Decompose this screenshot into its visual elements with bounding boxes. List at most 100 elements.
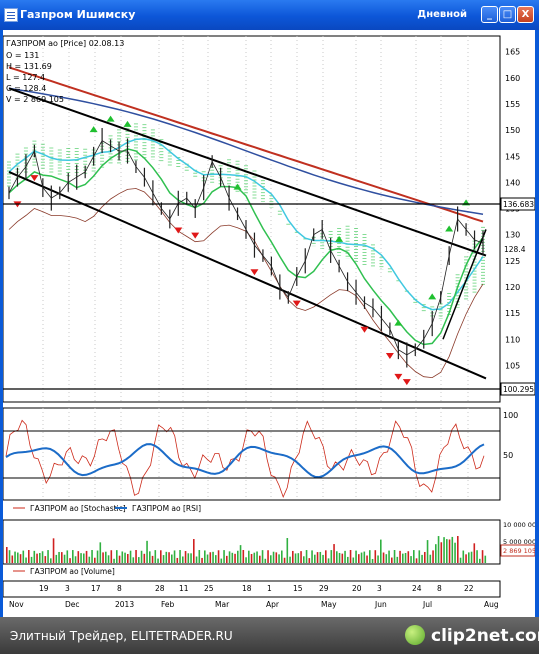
- y-tick-label: 165: [505, 48, 520, 57]
- signal-up-marker: [394, 319, 403, 326]
- volume-bar: [286, 538, 289, 563]
- volume-bar: [264, 558, 267, 563]
- x-day-tick: 20: [352, 584, 362, 593]
- volume-bar: [316, 552, 319, 563]
- volume-bar: [363, 551, 366, 563]
- site-credit: Элитный Трейдер, ELITETRADER.RU: [10, 629, 233, 643]
- x-month-tick: Jun: [374, 600, 387, 609]
- volume-bar: [253, 552, 256, 563]
- signal-up-marker: [428, 293, 437, 300]
- volume-bar: [96, 550, 99, 563]
- volume-bar: [217, 550, 220, 563]
- x-axis-frame: [2, 580, 501, 598]
- signal-down-marker: [30, 175, 39, 182]
- volume-bar: [435, 544, 437, 563]
- volume-bar: [330, 550, 333, 563]
- volume-bar: [396, 556, 399, 563]
- volume-bar: [322, 554, 324, 563]
- volume-bar: [462, 550, 465, 563]
- maximize-button[interactable]: □: [499, 6, 516, 23]
- volume-bar: [228, 551, 231, 563]
- volume-bar: [338, 552, 341, 563]
- volume-bar: [484, 555, 487, 563]
- volume-bar: [270, 555, 272, 563]
- volume-bar: [25, 557, 27, 563]
- moving-averages: [8, 66, 484, 379]
- upper-level-label: 136.6838: [503, 200, 535, 209]
- ohlc-low: L = 127.4: [6, 73, 45, 82]
- volume-bar: [352, 557, 355, 563]
- volume-bar: [426, 540, 429, 563]
- signal-down-marker: [174, 227, 183, 234]
- volume-bar: [413, 550, 415, 563]
- volume-bar: [371, 558, 374, 563]
- volume-bar: [149, 551, 151, 563]
- volume-bar: [6, 547, 8, 563]
- volume-bar: [300, 551, 302, 563]
- volume-bar: [421, 554, 423, 563]
- volume-bar: [80, 553, 82, 563]
- y-tick-label: 160: [505, 74, 520, 83]
- volume-bar: [479, 558, 481, 563]
- volume-bar: [99, 542, 102, 563]
- volume-bar: [327, 558, 330, 563]
- volume-bar: [215, 555, 217, 563]
- grid: [42, 36, 469, 500]
- x-day-tick: 25: [204, 584, 214, 593]
- x-day-tick: 15: [293, 584, 303, 593]
- volume-bar: [355, 550, 357, 563]
- volume-bar: [30, 556, 33, 563]
- ma-green-line: [8, 148, 484, 346]
- volume-bar: [116, 550, 118, 563]
- volume-bar: [50, 558, 52, 563]
- volume-bar: [220, 558, 223, 563]
- volume-bar: [11, 555, 14, 563]
- volume-bar: [173, 550, 176, 563]
- signal-down-marker: [250, 269, 259, 276]
- volume-bar: [58, 551, 60, 563]
- volume-bar: [305, 550, 308, 563]
- close-button[interactable]: X: [517, 6, 534, 23]
- volume-bar: [261, 550, 264, 563]
- volume-bar: [121, 551, 124, 563]
- stochastic-line: [5, 419, 485, 498]
- volume-bar: [432, 550, 434, 563]
- minimize-button[interactable]: _: [481, 6, 498, 23]
- volume-bar: [336, 551, 338, 563]
- volume-bar: [366, 555, 368, 563]
- volume-bar: [102, 552, 104, 563]
- volume-bar: [234, 553, 236, 563]
- volume-bar: [374, 550, 377, 563]
- volume-bar: [457, 536, 459, 563]
- title-bar[interactable]: Газпром Ишимску Дневной _ □ X: [0, 0, 539, 30]
- volume-bar: [303, 556, 305, 563]
- volume-bar: [63, 554, 66, 563]
- volume-bar: [154, 550, 157, 563]
- clip2net-logo[interactable]: clip2net.com: [405, 623, 539, 649]
- volume-bar: [289, 556, 291, 563]
- volume-bar: [402, 553, 404, 563]
- volume-bar: [105, 551, 107, 563]
- volume-bar: [47, 550, 49, 563]
- volume-bar: [28, 550, 30, 563]
- volume-bar: [239, 545, 242, 563]
- ohlc-open: O = 131: [6, 51, 39, 60]
- x-month-tick: May: [321, 600, 337, 609]
- volume-bar: [382, 552, 385, 563]
- volume-bar: [179, 550, 181, 563]
- y-tick-label: 120: [505, 283, 520, 292]
- app-icon: [4, 8, 18, 22]
- volume-bar: [157, 558, 159, 563]
- volume-bar: [231, 552, 234, 563]
- volume-bar: [160, 550, 162, 563]
- x-day-tick: 1: [267, 584, 272, 593]
- volume-bar: [127, 553, 129, 563]
- volume-bar: [146, 540, 148, 563]
- volume-bar: [209, 552, 212, 563]
- volume-bar: [19, 554, 22, 563]
- volume-bar: [193, 539, 195, 563]
- volume-bar: [424, 551, 426, 563]
- last-price-label: 128.4: [504, 245, 526, 254]
- volume-bar: [36, 553, 38, 563]
